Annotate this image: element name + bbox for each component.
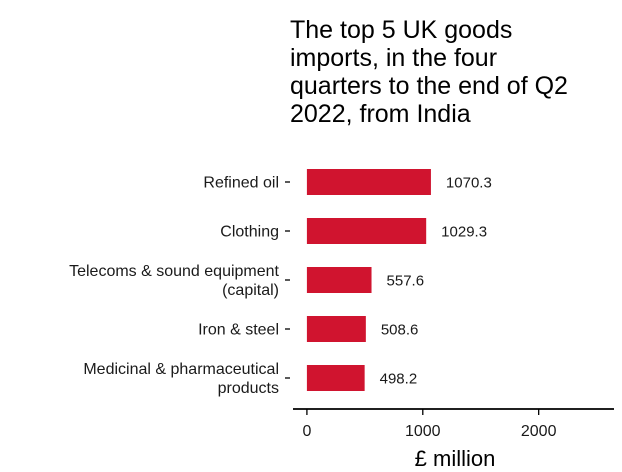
bar: [306, 267, 372, 293]
x-axis-ticks-group: 0 1000 2000: [302, 409, 557, 440]
category-label: Telecoms & sound equipment (capital): [69, 263, 279, 299]
category-label: Iron & steel: [198, 322, 279, 339]
chart-title-line: quarters to the end of Q2: [290, 72, 568, 100]
chart-title-line: The top 5 UK goods: [290, 16, 512, 44]
x-axis-title: £ million: [415, 446, 496, 471]
category-label-line: (capital): [222, 282, 279, 299]
data-label: 1029.3: [441, 224, 487, 241]
data-label: 508.6: [381, 322, 419, 339]
x-tick-label: 1000: [405, 423, 441, 440]
x-tick-label: 0: [302, 423, 311, 440]
category-labels-group: Refined oil Clothing Telecoms & sound equi…: [69, 175, 279, 398]
bar: [306, 169, 431, 195]
chart-title-line: 2022, from India: [290, 100, 471, 128]
category-label-line: Iron & steel: [198, 322, 279, 339]
data-label: 557.6: [387, 273, 425, 290]
category-label-line: Medicinal & pharmaceutical: [83, 361, 279, 378]
bar: [306, 365, 365, 391]
bars-group: [306, 169, 431, 391]
bar: [306, 218, 427, 244]
category-label-line: products: [218, 380, 279, 397]
x-tick-label: 2000: [521, 423, 557, 440]
chart-title-line: imports, in the four: [290, 44, 497, 72]
data-labels-group: 1070.3 1029.3 557.6 508.6 498.2: [380, 175, 492, 388]
category-label-line: Telecoms & sound equipment: [69, 263, 279, 280]
y-axis-ticks-group: [285, 181, 290, 379]
data-label: 498.2: [380, 371, 418, 388]
category-label-line: Refined oil: [203, 175, 279, 192]
chart-title: The top 5 UK goods imports, in the four qu…: [290, 16, 568, 128]
category-label: Medicinal & pharmaceutical products: [83, 361, 279, 397]
category-label-line: Clothing: [220, 224, 279, 241]
data-label: 1070.3: [446, 175, 492, 192]
bar: [306, 316, 366, 342]
category-label: Clothing: [220, 224, 279, 241]
category-label: Refined oil: [203, 175, 279, 192]
